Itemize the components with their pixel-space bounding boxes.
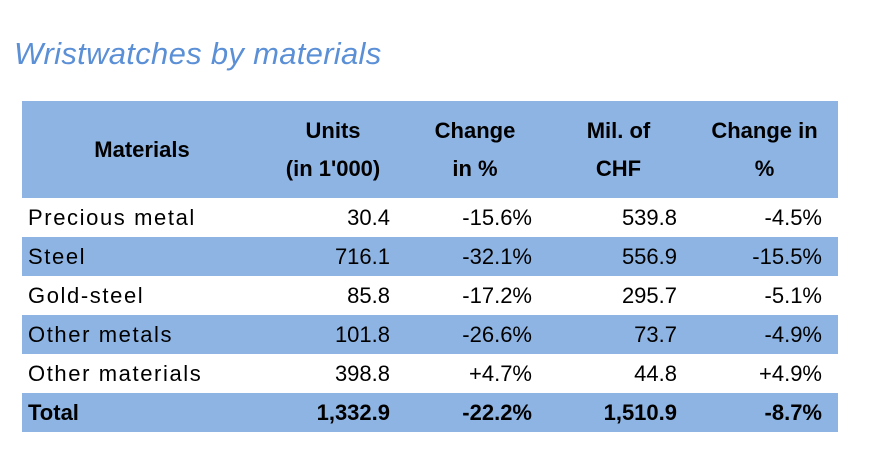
page-title: Wristwatches by materials xyxy=(14,36,382,71)
cell-chf-change: -4.9% xyxy=(764,321,822,347)
cell-total-chf-change: -8.7% xyxy=(764,399,822,425)
table-total-row: Total 1,332.9 -22.2% 1,510.9 -8.7% xyxy=(22,393,838,432)
table-row: Other metals 101.8 -26.6% 73.7 -4.9% xyxy=(22,315,838,354)
header-units-change-line1: Change xyxy=(434,117,516,143)
cell-units-change: -26.6% xyxy=(462,321,532,347)
header-chf-change-line1: Change in xyxy=(711,117,818,143)
header-chf-change-line2: % xyxy=(754,155,775,181)
cell-chf: 295.7 xyxy=(621,282,677,308)
cell-material: Precious metal xyxy=(28,204,196,230)
table-row: Other materials 398.8 +4.7% 44.8 +4.9% xyxy=(22,354,838,393)
cell-chf: 73.7 xyxy=(634,321,677,347)
header-chf: Mil. of CHF xyxy=(546,101,691,198)
header-chf-change: Change in % xyxy=(691,101,838,198)
cell-units: 101.8 xyxy=(334,321,390,347)
header-units-line2: (in 1'000) xyxy=(285,155,381,181)
cell-units-change: -32.1% xyxy=(462,243,532,269)
cell-chf-change: -15.5% xyxy=(752,243,822,269)
table-row: Gold-steel 85.8 -17.2% 295.7 -5.1% xyxy=(22,276,838,315)
cell-material: Steel xyxy=(28,243,87,269)
cell-chf-change: -4.5% xyxy=(764,204,822,230)
cell-total-units-change: -22.2% xyxy=(462,399,532,425)
header-units-change-line2: in % xyxy=(452,155,498,181)
cell-chf-change: -5.1% xyxy=(764,282,822,308)
cell-total-chf: 1,510.9 xyxy=(603,399,677,425)
header-chf-line2: CHF xyxy=(595,155,642,181)
table-row: Steel 716.1 -32.1% 556.9 -15.5% xyxy=(22,237,838,276)
table-row: Precious metal 30.4 -15.6% 539.8 -4.5% xyxy=(22,198,838,237)
cell-material: Gold-steel xyxy=(28,282,145,308)
cell-total-units: 1,332.9 xyxy=(316,399,390,425)
materials-table: Materials Units (in 1'000) Change in % M… xyxy=(22,101,838,432)
cell-chf: 539.8 xyxy=(621,204,677,230)
cell-units: 85.8 xyxy=(347,282,390,308)
cell-units: 716.1 xyxy=(334,243,390,269)
header-chf-line1: Mil. of xyxy=(586,117,651,143)
cell-chf: 556.9 xyxy=(621,243,677,269)
table-header-row: Materials Units (in 1'000) Change in % M… xyxy=(22,101,838,198)
cell-units-change: -17.2% xyxy=(462,282,532,308)
cell-material: Other materials xyxy=(28,360,203,386)
cell-material: Other metals xyxy=(28,321,174,347)
cell-units-change: +4.7% xyxy=(469,360,532,386)
cell-total-label: Total xyxy=(28,399,79,425)
cell-units: 30.4 xyxy=(347,204,390,230)
cell-chf-change: +4.9% xyxy=(759,360,822,386)
cell-chf: 44.8 xyxy=(634,360,677,386)
cell-units: 398.8 xyxy=(334,360,390,386)
header-units-change: Change in % xyxy=(404,101,546,198)
header-materials: Materials xyxy=(22,101,262,198)
header-units: Units (in 1'000) xyxy=(262,101,404,198)
cell-units-change: -15.6% xyxy=(462,204,532,230)
header-units-line1: Units xyxy=(305,117,361,143)
header-materials-label: Materials xyxy=(94,136,190,162)
